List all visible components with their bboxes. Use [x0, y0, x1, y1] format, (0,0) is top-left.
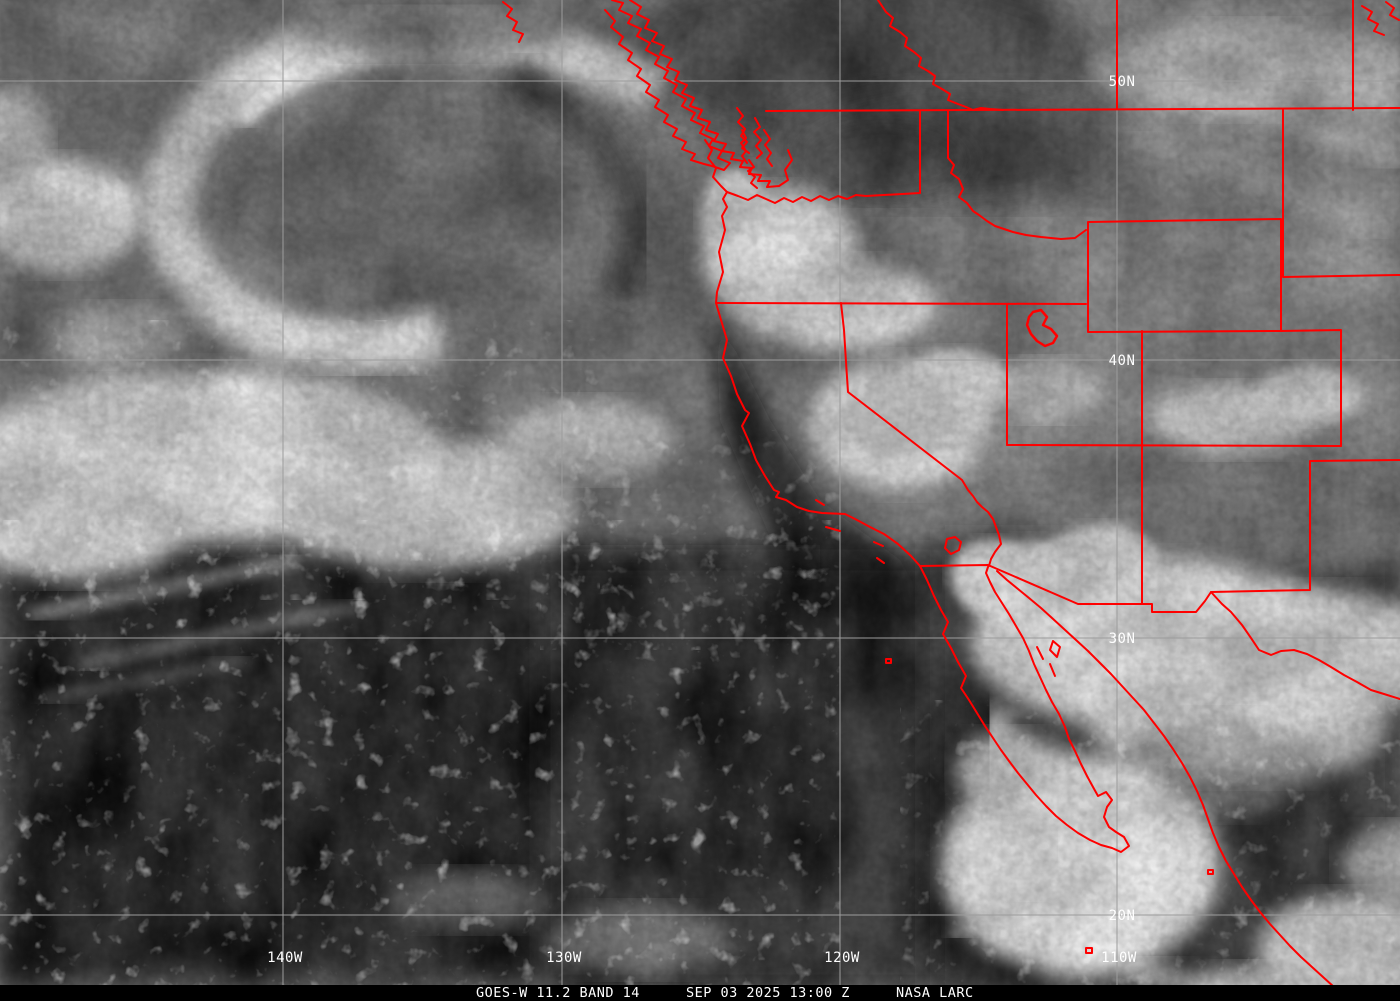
- latitude-label-40N: 40N: [1109, 353, 1136, 369]
- 41n-colorado-border: [1280, 329, 1342, 447]
- puget-sound: [736, 107, 773, 189]
- bc-north-coast: [502, 1, 524, 43]
- texas-borders: [1210, 459, 1400, 593]
- latitude-label-50N: 50N: [1109, 74, 1136, 90]
- caption-bar: GOES-W 11.2 BAND 14 SEP 03 2025 13:00 Z …: [0, 985, 1400, 1001]
- caption-credit: NASA LARC: [896, 985, 974, 1001]
- longitude-label-140W: 140W: [267, 950, 303, 966]
- grid-labels: 50N 40N 30N 20N 140W 130W 120W 110W: [267, 74, 1137, 966]
- canada-lakes: [1361, 1, 1400, 36]
- bc-alberta-divide: [877, 0, 1004, 111]
- latitude-label-20N: 20N: [1109, 908, 1136, 924]
- great-salt-lake: [1025, 308, 1059, 348]
- offshore-islands: [885, 658, 1214, 954]
- idaho-montana-border: [947, 110, 1087, 240]
- baja-california-coast: [919, 565, 1130, 853]
- salton-sea: [944, 536, 962, 555]
- mexico-mainland-coast: [996, 570, 1354, 1001]
- washington-oregon-border: [726, 191, 921, 204]
- us-mexico-border-riogrande: [919, 564, 1400, 700]
- channel-islands: [815, 499, 885, 564]
- gulf-islands: [1036, 640, 1061, 677]
- longitude-label-130W: 130W: [546, 950, 582, 966]
- 42n-border: [715, 302, 1087, 305]
- longitude-label-110W: 110W: [1101, 950, 1137, 966]
- longitude-label-120W: 120W: [824, 950, 860, 966]
- latitude-label-30N: 30N: [1109, 631, 1136, 647]
- california-nevada-border: [840, 302, 1002, 567]
- pacific-coastline: [704, 139, 921, 567]
- us-canada-border: [765, 107, 1400, 112]
- caption-datetime: SEP 03 2025 13:00 Z: [686, 985, 850, 1001]
- vancouver-island: [604, 0, 731, 171]
- montana-dakota-border: [1282, 109, 1400, 278]
- 37n-border: [1006, 444, 1342, 447]
- caption-sensor: GOES-W 11.2 BAND 14: [476, 985, 640, 1001]
- map-overlay: [502, 0, 1400, 1001]
- bc-mainland-coast: [629, 0, 793, 188]
